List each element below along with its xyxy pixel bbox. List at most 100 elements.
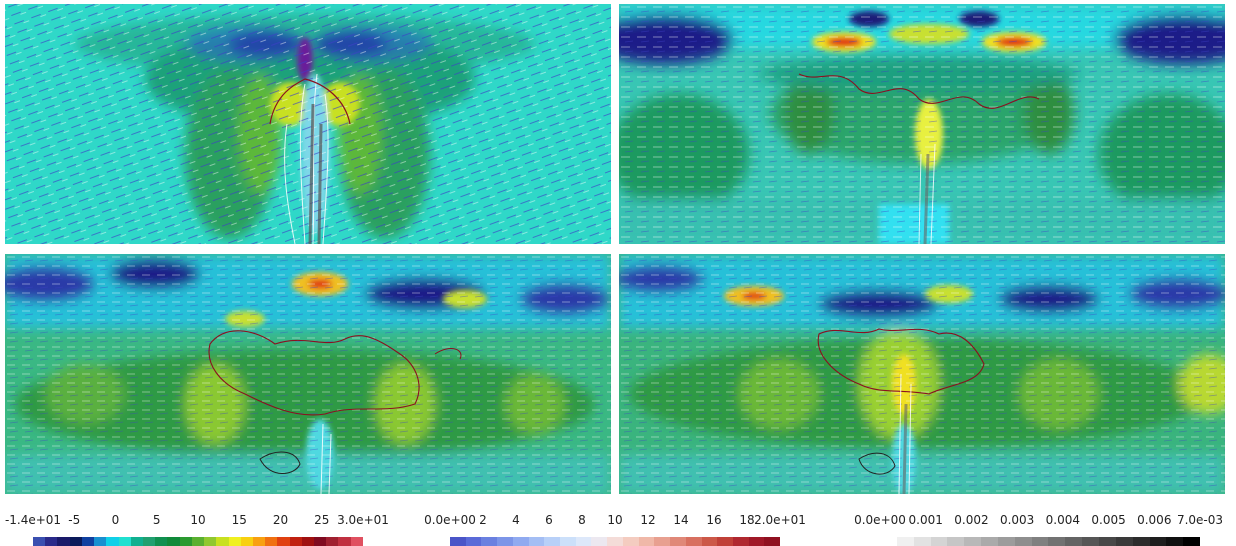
density-colorbar-tick-label: 0.002 xyxy=(954,513,989,527)
speed-colorbar-swatch xyxy=(481,537,498,546)
speed-colorbar-gradient xyxy=(450,537,781,546)
vorticity-colorbar-swatch xyxy=(314,537,327,546)
density-colorbar-swatch xyxy=(1183,537,1201,546)
vorticity-colorbar-swatch xyxy=(118,537,131,546)
density-colorbar-tick-label: 0.0e+00 xyxy=(854,513,906,527)
speed-colorbar-swatch xyxy=(732,537,749,546)
density-colorbar-tick-label: 0.001 xyxy=(908,513,943,527)
vorticity-colorbar-swatch xyxy=(142,537,156,546)
density-colorbar-tick-label: 0.006 xyxy=(1137,513,1172,527)
speed-colorbar-tick-label: 0.0e+00 xyxy=(424,513,476,527)
speed-colorbar-tick-label: 12 xyxy=(640,513,656,527)
speed-colorbar-tick-label: 18 xyxy=(739,513,755,527)
vorticity-colorbar-swatch xyxy=(179,537,192,546)
density-colorbar-swatch xyxy=(1031,537,1049,546)
vorticity-colorbar-swatch xyxy=(130,537,143,546)
vorticity-colorbar-swatch xyxy=(338,537,351,546)
speed-colorbar-swatch xyxy=(450,537,466,546)
vorticity-colorbar-swatch xyxy=(191,537,205,546)
speed-colorbar-tick-label: 2 xyxy=(479,513,487,527)
density-colorbar-swatch xyxy=(896,537,914,546)
speed-colorbar-swatch xyxy=(591,537,608,546)
speed-colorbar-swatch xyxy=(654,537,671,546)
vorticity-colorbar-swatch xyxy=(216,537,229,546)
vorticity-colorbar-swatch xyxy=(350,537,363,546)
vorticity-colorbar-tick-label: -1.4e+01 xyxy=(4,513,62,527)
density-colorbar-swatch xyxy=(1115,537,1133,546)
speed-colorbar-tick-label: 16 xyxy=(706,513,722,527)
vorticity-colorbar-swatch xyxy=(45,537,58,546)
field-panel-bottom-right xyxy=(619,254,1225,494)
vorticity-colorbar-tick-label: 20 xyxy=(272,513,289,527)
speed-colorbar-swatch xyxy=(717,537,733,546)
speed-colorbar-swatch xyxy=(701,537,718,546)
vorticity-colorbar-swatch xyxy=(204,537,217,546)
speed-colorbar: 0.0e+00 2 4 6 8 10 12 14 16 18 2.0e+01 xyxy=(420,510,806,546)
vorticity-colorbar-tick-label: 5 xyxy=(152,513,161,527)
vorticity-colorbar-ticks: -1.4e+01 -5 0 5 10 15 20 25 3.0e+01 xyxy=(4,510,389,530)
speed-colorbar-swatch xyxy=(575,537,592,546)
speed-colorbar-swatch xyxy=(544,537,561,546)
density-colorbar-swatch xyxy=(1082,537,1099,546)
speed-colorbar-swatch xyxy=(528,537,545,546)
speed-colorbar-swatch xyxy=(607,537,623,546)
vorticity-colorbar: -1.4e+01 -5 0 5 10 15 20 25 3.0e+01 xyxy=(4,510,389,546)
speed-colorbar-tick-label: 10 xyxy=(607,513,623,527)
density-colorbar-swatch xyxy=(964,537,982,546)
speed-colorbar-swatch xyxy=(748,537,765,546)
density-colorbar: 0.0e+00 0.001 0.002 0.003 0.004 0.005 0.006 7.0… xyxy=(840,510,1230,546)
field-panel-top-right xyxy=(619,4,1225,244)
density-colorbar-swatch xyxy=(913,537,931,546)
speed-colorbar-swatch xyxy=(685,537,702,546)
density-colorbar-swatch xyxy=(1048,537,1066,546)
vorticity-colorbar-swatch xyxy=(81,537,95,546)
density-colorbar-swatch xyxy=(1014,537,1032,546)
vorticity-colorbar-tick-label: 15 xyxy=(231,513,247,527)
speed-colorbar-ticks: 0.0e+00 2 4 6 8 10 12 14 16 18 2.0e+01 xyxy=(420,510,806,530)
vorticity-colorbar-tick-label: 3.0e+01 xyxy=(337,513,389,527)
vorticity-colorbar-gradient xyxy=(33,537,363,546)
density-colorbar-swatch xyxy=(1098,537,1116,546)
speed-colorbar-tick-label: 2.0e+01 xyxy=(754,513,806,527)
speed-colorbar-tick-label: 8 xyxy=(578,513,586,527)
density-colorbar-swatch xyxy=(930,537,948,546)
vorticity-colorbar-swatch xyxy=(252,537,266,546)
density-colorbar-tick-label: 0.003 xyxy=(999,513,1035,527)
vorticity-colorbar-swatch xyxy=(106,537,119,546)
vorticity-colorbar-tick-label: -5 xyxy=(68,513,81,527)
vorticity-colorbar-swatch xyxy=(57,537,70,546)
speed-colorbar-tick-label: 6 xyxy=(545,513,553,527)
density-colorbar-ticks: 0.0e+00 0.001 0.002 0.003 0.004 0.005 0.006 7.0… xyxy=(840,510,1230,530)
vorticity-colorbar-swatch xyxy=(69,537,82,546)
speed-colorbar-swatch xyxy=(622,537,639,546)
speed-colorbar-tick-label: 14 xyxy=(673,513,689,527)
density-colorbar-swatch xyxy=(880,537,897,546)
density-colorbar-tick-label: 0.004 xyxy=(1045,513,1081,527)
vorticity-colorbar-swatch xyxy=(265,537,278,546)
vorticity-colorbar-swatch xyxy=(228,537,241,546)
vorticity-colorbar-swatch xyxy=(277,537,290,546)
speed-colorbar-tick-label: 4 xyxy=(512,513,520,527)
density-colorbar-swatch xyxy=(981,537,998,546)
density-colorbar-swatch xyxy=(1132,537,1150,546)
vorticity-colorbar-swatch xyxy=(155,537,168,546)
vorticity-colorbar-tick-label: 10 xyxy=(190,513,206,527)
vorticity-colorbar-swatch xyxy=(301,537,315,546)
density-colorbar-swatch xyxy=(1149,537,1167,546)
speed-colorbar-swatch xyxy=(497,537,513,546)
density-colorbar-tick-label: 7.0e-03 xyxy=(1176,513,1224,527)
speed-colorbar-swatch xyxy=(638,537,655,546)
density-colorbar-swatch xyxy=(1065,537,1083,546)
speed-colorbar-swatch xyxy=(670,537,686,546)
density-colorbar-swatch xyxy=(1166,537,1184,546)
vorticity-colorbar-swatch xyxy=(94,537,107,546)
field-panel-top-left xyxy=(5,4,611,244)
vorticity-colorbar-swatch xyxy=(167,537,180,546)
vorticity-colorbar-swatch xyxy=(240,537,253,546)
field-panel-bottom-left xyxy=(5,254,611,494)
vorticity-colorbar-swatch xyxy=(326,537,339,546)
vorticity-colorbar-swatch xyxy=(33,537,46,546)
density-colorbar-swatch xyxy=(947,537,965,546)
vorticity-colorbar-tick-label: 0 xyxy=(111,513,120,527)
density-colorbar-gradient xyxy=(880,537,1201,546)
